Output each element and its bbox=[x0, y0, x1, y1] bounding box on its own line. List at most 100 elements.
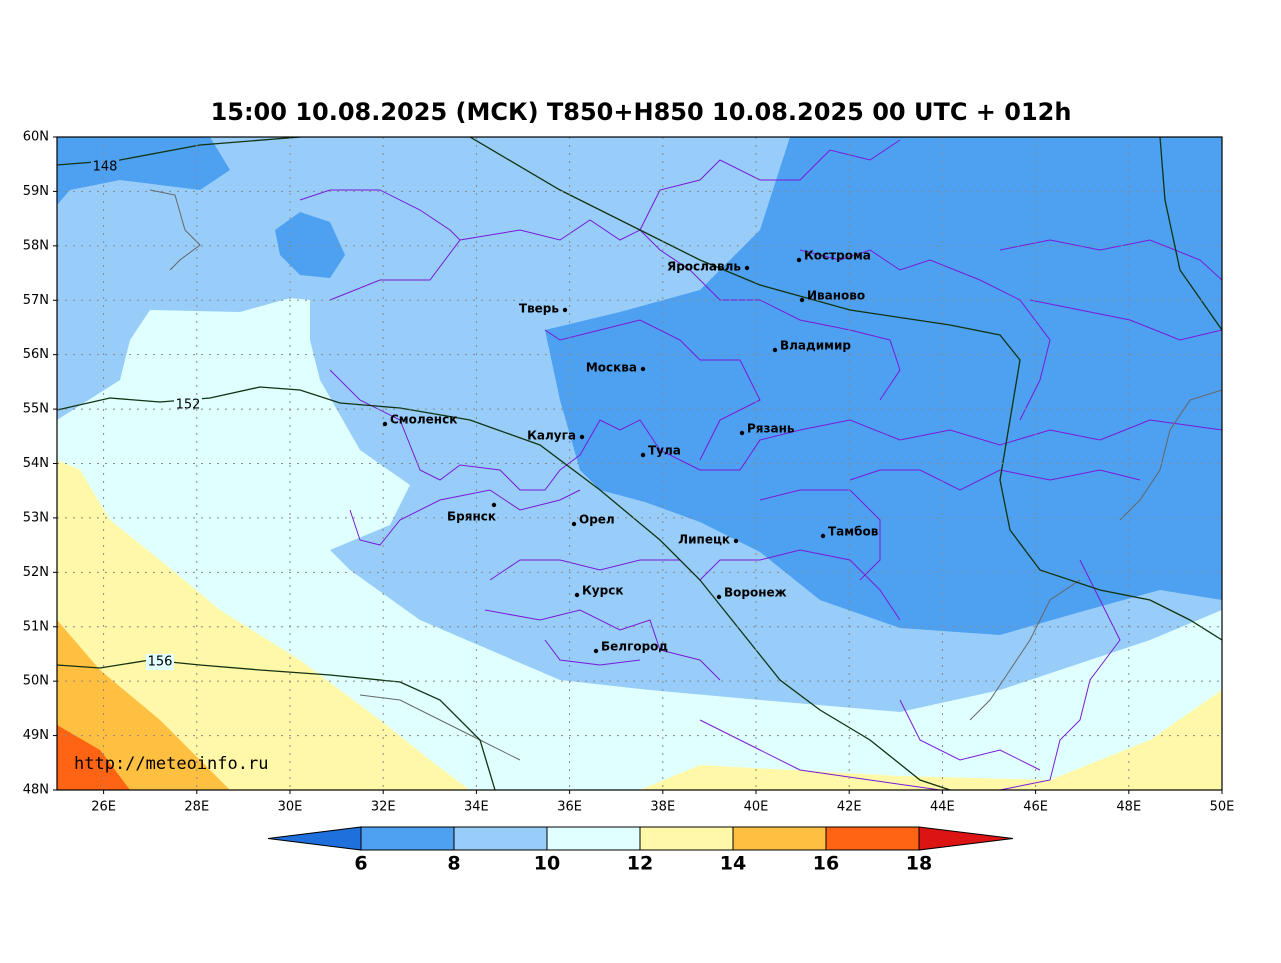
city-label: Орел bbox=[579, 513, 615, 527]
lat-label: 55N bbox=[23, 402, 49, 417]
city-label: Курск bbox=[582, 584, 623, 598]
river bbox=[969, 579, 1081, 721]
lon-label: 26E bbox=[91, 800, 116, 815]
lon-label: 48E bbox=[1116, 800, 1141, 815]
city-dot bbox=[574, 592, 580, 598]
colorbar-box bbox=[825, 826, 920, 851]
colorbar-box bbox=[732, 826, 827, 851]
lon-label: 34E bbox=[464, 800, 489, 815]
colorbar-label: 10 bbox=[534, 853, 560, 875]
colorbar-arrow bbox=[267, 826, 362, 851]
city-label: Брянск bbox=[447, 510, 496, 524]
zone-12-14-b bbox=[640, 690, 1222, 790]
city-dot bbox=[640, 366, 646, 372]
border bbox=[349, 489, 581, 546]
lon-label: 50E bbox=[1210, 800, 1235, 815]
colorbar-label: 14 bbox=[720, 853, 746, 875]
contour bbox=[469, 137, 1222, 641]
city-dot bbox=[744, 265, 750, 271]
city-label: Смоленск bbox=[390, 413, 457, 427]
colorbar-label: 6 bbox=[354, 853, 367, 875]
zone-12-14 bbox=[57, 460, 470, 790]
city-label: Иваново bbox=[807, 289, 865, 303]
contour-label: 156 bbox=[148, 655, 173, 670]
city-label: Тамбов bbox=[828, 525, 879, 539]
colorbar-box bbox=[453, 826, 548, 851]
lat-label: 58N bbox=[23, 238, 49, 253]
city-label: Тула bbox=[648, 444, 681, 458]
border bbox=[544, 319, 761, 461]
zone-6-8-small bbox=[275, 212, 345, 278]
city-dot bbox=[799, 297, 805, 303]
city-dot bbox=[640, 452, 646, 458]
river bbox=[359, 694, 521, 761]
lat-label: 60N bbox=[23, 130, 49, 145]
border bbox=[484, 609, 721, 681]
contour bbox=[57, 659, 496, 790]
city-label: Воронеж bbox=[724, 586, 787, 600]
colorbar-label: 8 bbox=[447, 853, 460, 875]
border bbox=[699, 719, 941, 790]
city-dot bbox=[382, 421, 388, 427]
colorbar-arrow bbox=[918, 826, 1014, 851]
lat-label: 56N bbox=[23, 347, 49, 362]
border bbox=[849, 469, 1141, 491]
contour-label-bg bbox=[91, 159, 119, 175]
city-dot bbox=[571, 521, 577, 527]
colorbar-box bbox=[639, 826, 734, 851]
border bbox=[639, 139, 901, 231]
city-label: Белгород bbox=[601, 640, 668, 654]
map-area: 148152156КостромаЯрославльИвановоТверьВл… bbox=[57, 137, 1222, 790]
city-dot bbox=[733, 538, 739, 544]
city-dot bbox=[562, 307, 568, 313]
coast bbox=[149, 189, 201, 271]
border bbox=[999, 559, 1121, 790]
city-dot bbox=[739, 430, 745, 436]
lon-label: 40E bbox=[744, 800, 769, 815]
watermark: http://meteoinfo.ru bbox=[74, 754, 268, 774]
lat-label: 59N bbox=[23, 184, 49, 199]
contour bbox=[57, 386, 951, 790]
city-dot bbox=[491, 502, 497, 508]
lon-label: 44E bbox=[930, 800, 955, 815]
colorbar-label: 16 bbox=[813, 853, 839, 875]
city-label: Тверь bbox=[519, 302, 560, 316]
city-label: Рязань bbox=[747, 422, 795, 436]
city-dot bbox=[579, 434, 585, 440]
city-label: Кострома bbox=[804, 249, 871, 263]
zone-14-16 bbox=[57, 620, 230, 790]
city-label: Калуга bbox=[527, 429, 576, 443]
border bbox=[544, 639, 641, 666]
city-dot bbox=[716, 594, 722, 600]
lon-label: 32E bbox=[371, 800, 396, 815]
lon-label: 36E bbox=[557, 800, 582, 815]
lat-label: 54N bbox=[23, 456, 49, 471]
lat-label: 48N bbox=[23, 783, 49, 798]
lat-label: 52N bbox=[23, 565, 49, 580]
city-label: Москва bbox=[586, 361, 637, 375]
city-dot bbox=[796, 257, 802, 263]
lon-label: 42E bbox=[837, 800, 862, 815]
lat-label: 49N bbox=[23, 728, 49, 743]
lon-label: 30E bbox=[278, 800, 303, 815]
colorbar-box bbox=[360, 826, 455, 851]
contour-label: 148 bbox=[93, 160, 118, 175]
city-dot bbox=[593, 648, 599, 654]
lat-label: 57N bbox=[23, 293, 49, 308]
city-label: Владимир bbox=[780, 339, 851, 353]
lat-label: 51N bbox=[23, 619, 49, 634]
border bbox=[329, 219, 901, 401]
border bbox=[899, 699, 1041, 771]
contour bbox=[57, 137, 301, 166]
lat-label: 53N bbox=[23, 510, 49, 525]
lon-label: 38E bbox=[650, 800, 675, 815]
city-dot bbox=[820, 533, 826, 539]
contour-label-bg bbox=[146, 654, 174, 670]
colorbar-label: 18 bbox=[906, 853, 932, 875]
colorbar-box bbox=[546, 826, 641, 851]
river bbox=[1119, 389, 1222, 521]
city-label: Липецк bbox=[678, 533, 730, 547]
city-dot bbox=[772, 347, 778, 353]
colorbar: 6 8 10 12 14 16 18 bbox=[267, 826, 1014, 875]
border bbox=[999, 239, 1222, 281]
